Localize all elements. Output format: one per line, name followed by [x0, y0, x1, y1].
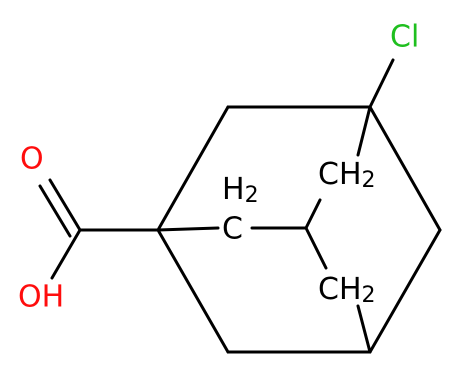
atom-label: H2 [222, 172, 259, 209]
bond [304, 198, 322, 230]
bond [368, 228, 442, 354]
atom-label: Cl [390, 20, 419, 55]
atom-label: OH [18, 280, 64, 315]
double-bond [48, 178, 82, 232]
atom-subscript: 2 [362, 283, 376, 308]
atom-label: CH2 [318, 272, 376, 309]
atom-subscript: 2 [362, 168, 376, 193]
bond [156, 226, 220, 232]
double-bond [38, 184, 72, 238]
atom-label: O [20, 142, 44, 177]
atom-prefix: H [222, 172, 245, 207]
atom-symbol: CH [318, 272, 362, 307]
bond [50, 228, 82, 280]
atom-label: C [222, 212, 243, 247]
bond [156, 228, 230, 354]
atom-symbol: CH [318, 157, 362, 192]
bond [356, 105, 372, 157]
bond [156, 105, 230, 232]
bond [368, 105, 442, 232]
bonds [38, 58, 442, 354]
atom-subscript: 2 [245, 183, 259, 208]
atom-label: CH2 [318, 157, 376, 194]
bond [356, 304, 372, 354]
bond [368, 58, 395, 109]
bond [304, 226, 328, 270]
